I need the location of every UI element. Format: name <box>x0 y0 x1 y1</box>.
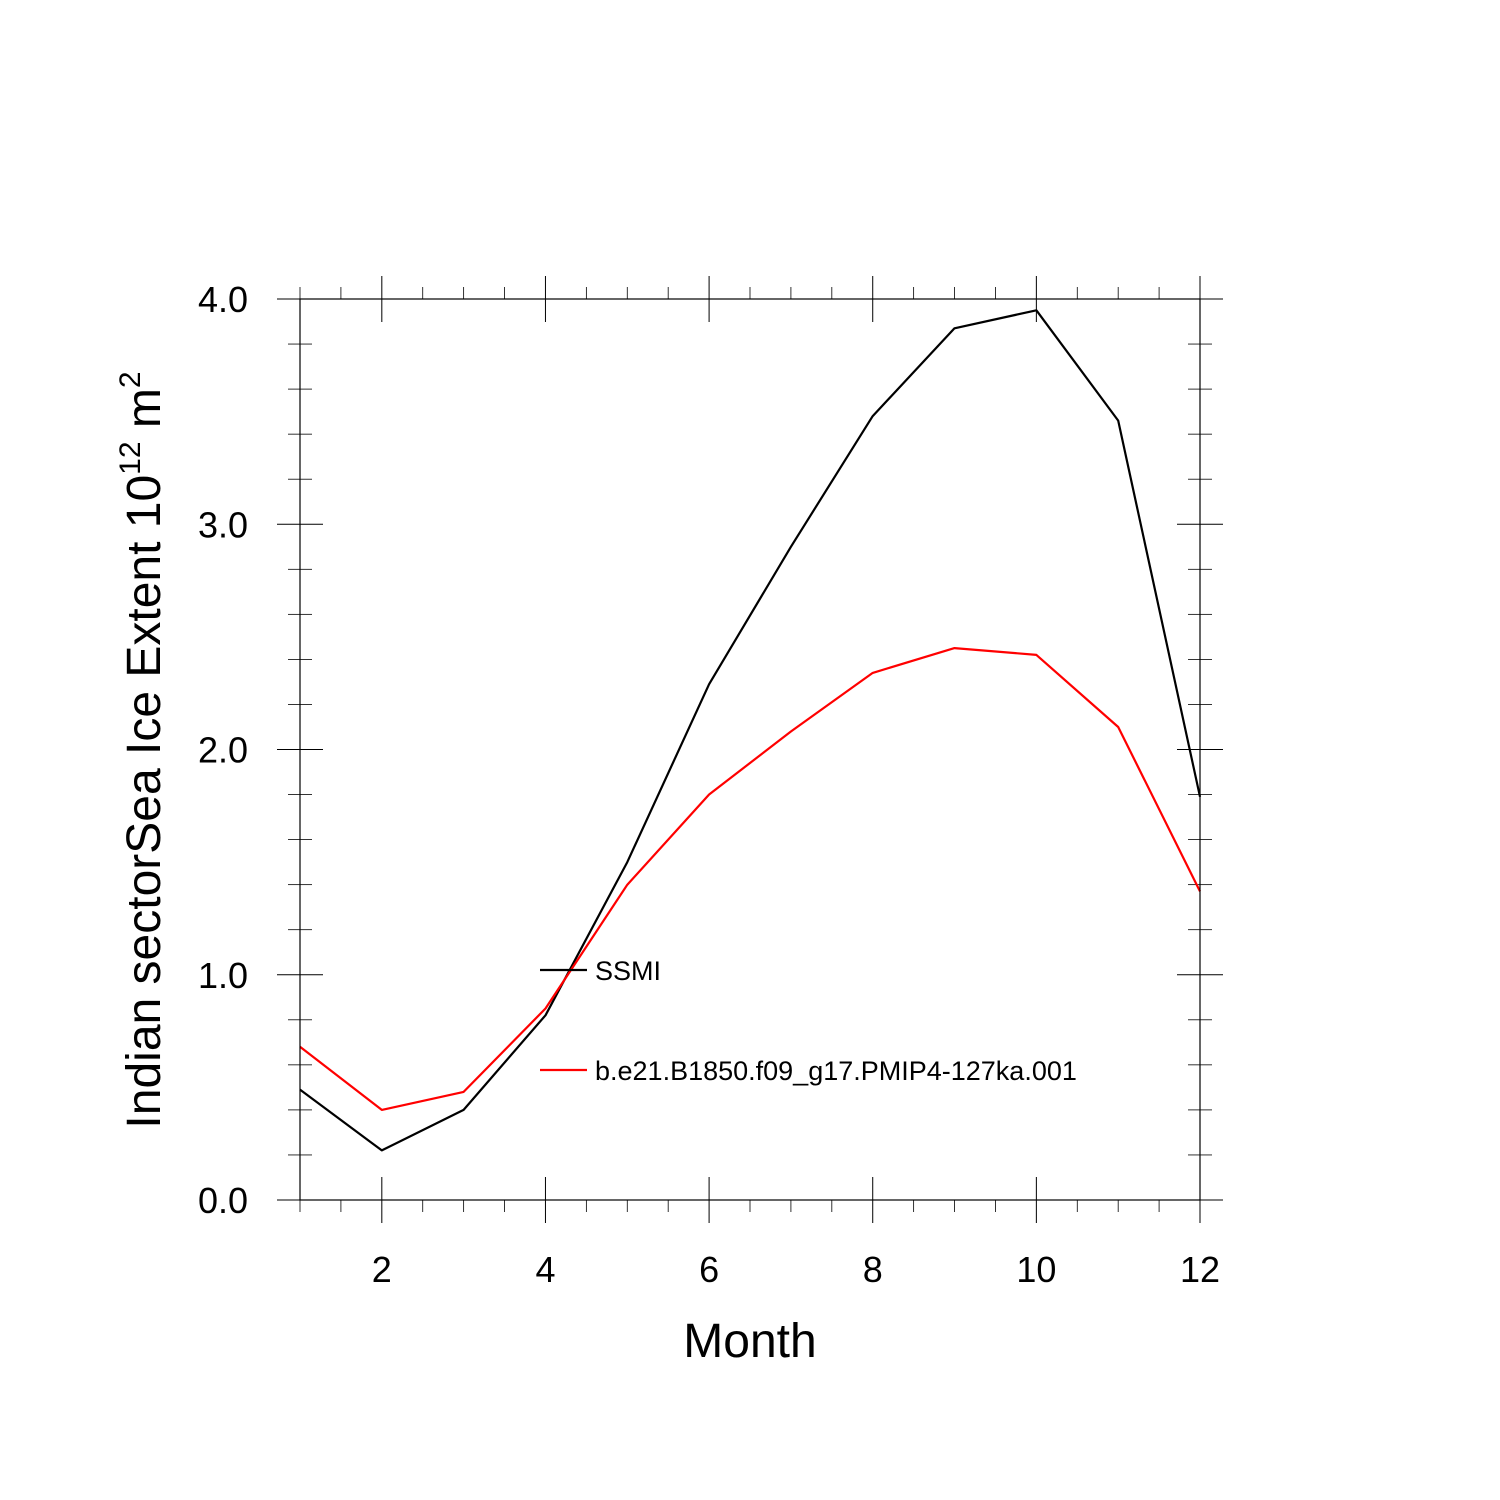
y-tick-label: 4.0 <box>198 279 248 320</box>
y-axis-title-text: Indian sectorSea Ice Extent 10 <box>118 475 171 1129</box>
y-axis-title-unit-exponent: 2 <box>114 371 147 388</box>
x-tick-label: 8 <box>863 1249 883 1290</box>
tick-labels: 2 4 6 8 10 12 0.0 1.0 2.0 3.0 4.0 <box>198 279 1220 1290</box>
x-tick-label: 2 <box>372 1249 392 1290</box>
legend-label: b.e21.B1850.f09_g17.PMIP4-127ka.001 <box>595 1056 1077 1086</box>
plot-frame <box>299 298 1201 1201</box>
y-tick-label: 0.0 <box>198 1180 248 1221</box>
x-tick-label: 6 <box>699 1249 719 1290</box>
y-axis-title: Indian sectorSea Ice Extent 1012 m2 <box>114 371 171 1128</box>
series-lines <box>299 309 1202 1152</box>
series-line-2 <box>299 646 1201 1112</box>
x-tick-label: 10 <box>1016 1249 1056 1290</box>
x-tick-label: 4 <box>535 1249 555 1290</box>
series-line-1 <box>299 309 1202 1152</box>
y-tick-label: 3.0 <box>198 504 248 545</box>
legend-label: SSMI <box>595 956 661 986</box>
x-tick-label: 12 <box>1180 1249 1220 1290</box>
legend: SSMI b.e21.B1850.f09_g17.PMIP4-127ka.001 <box>540 956 1077 1086</box>
y-tick-label: 1.0 <box>198 955 248 996</box>
x-axis-title: Month <box>683 1315 816 1368</box>
y-tick-label: 2.0 <box>198 730 248 771</box>
y-axis-title-exponent: 12 <box>114 441 147 474</box>
y-axis-title-unit: m <box>118 388 171 441</box>
